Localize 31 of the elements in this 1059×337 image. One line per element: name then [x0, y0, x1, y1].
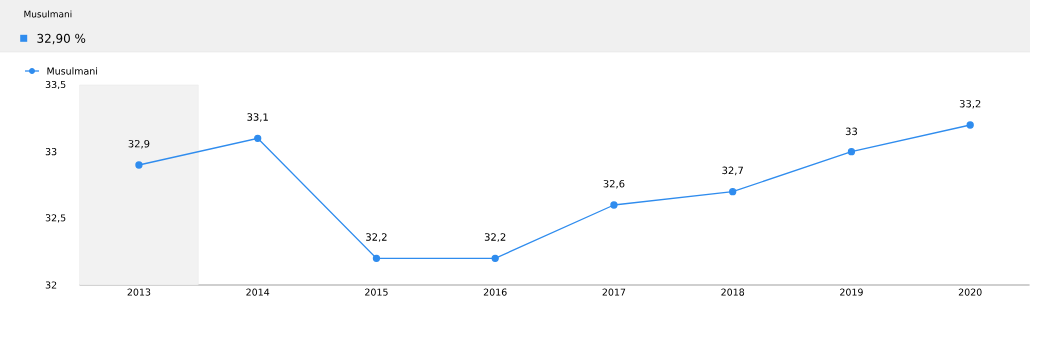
text: 32,7 [722, 166, 743, 176]
point [966, 121, 974, 129]
x-tick-label: 2014 [246, 288, 270, 296]
chart-title: Musulmani [24, 10, 72, 18]
text: 33,2 [959, 99, 981, 109]
x-tick-label: 2013 [127, 288, 151, 296]
text: 32,6 [603, 179, 625, 189]
text: 32,2 [366, 233, 387, 242]
point [491, 254, 499, 262]
x-tick-label: 2018 [721, 288, 745, 296]
point [729, 188, 737, 196]
text: 32,2 [484, 233, 506, 242]
x-tick-label: 2019 [840, 288, 863, 296]
y-tick-label: 33,5 [45, 80, 66, 90]
x-tick-label: 2020 [958, 288, 982, 296]
x-tick-label: 2016 [483, 288, 507, 296]
x-tick-label: 2015 [365, 288, 388, 296]
text: 32,9 [128, 139, 150, 149]
y-tick-label: 33 [45, 148, 57, 156]
point [610, 201, 618, 209]
point [254, 134, 262, 142]
text: 33,1 [247, 113, 268, 122]
x-tick-label: 2017 [602, 288, 626, 296]
point [135, 161, 143, 169]
legend-label: Musulmani [47, 67, 98, 75]
chart-subtitle: 32,90 % [37, 33, 86, 45]
point [847, 148, 856, 156]
y-tick-label: 32,5 [45, 214, 66, 223]
y-tick-label: 32 [45, 281, 57, 289]
point [372, 254, 381, 262]
text: 33 [845, 127, 857, 136]
